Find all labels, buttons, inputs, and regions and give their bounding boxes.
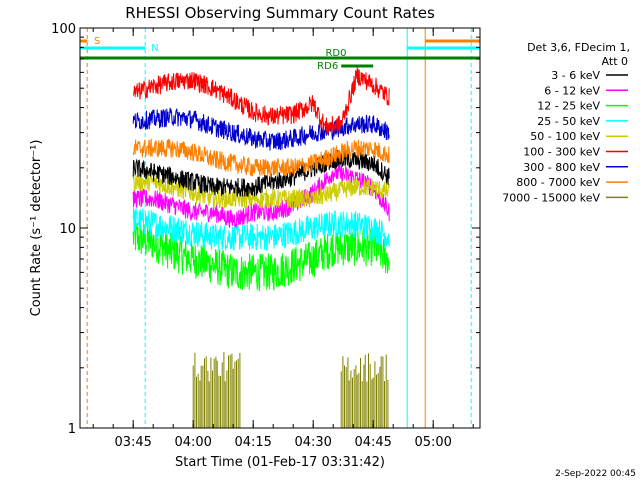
footer-date: 2-Sep-2022 00:45 [555,469,636,479]
flag-label-s: S [94,36,100,47]
legend-entry-label: 300 - 800 keV [523,161,600,174]
y-tick-label: 1 [68,422,76,437]
y-tick-label: 10 [59,222,76,237]
x-tick-label: 04:30 [294,435,331,450]
flag-bars: S N RD0 RD6 [80,36,480,72]
series-7-trace [132,138,390,178]
legend-entry-label: 50 - 100 keV [530,130,600,143]
flag-label-rd0: RD0 [325,48,346,59]
legend-entry-label: 25 - 50 keV [537,115,600,128]
x-tick-label: 04:00 [174,435,211,450]
series-2-trace [132,218,390,292]
series-3-trace [132,207,390,251]
legend-entry-label: 3 - 6 keV [551,69,600,82]
legend-entry-label: 100 - 300 keV [523,146,600,159]
x-tick-label: 05:00 [414,435,451,450]
y-tick-label: 100 [51,22,76,37]
series-5-trace [132,67,390,134]
flag-label-rd6: RD6 [317,61,338,72]
legend-header-line-2: Att 0 [602,55,628,68]
flag-label-n: N [151,43,158,54]
x-axis-label: Start Time (01-Feb-17 03:31:42) [175,455,385,470]
x-tick-label: 04:15 [234,435,271,450]
legend-entry-label: 800 - 7000 keV [516,176,600,189]
legend-header-line-1: Det 3,6, FDecim 1, [527,41,630,54]
chart-title: RHESSI Observing Summary Count Rates [125,4,435,22]
legend: Det 3,6, FDecim 1,Att 03 - 6 keV 6 - 12 k… [502,41,630,204]
y-axis-label: Count Rate (s⁻¹ detector⁻¹) [29,140,44,317]
series-traces [132,67,390,428]
legend-entry-label: 7000 - 15000 keV [502,191,600,204]
series-6-trace [132,107,390,151]
x-tick-label: 03:45 [114,435,151,450]
axes: 1 10 100 03:45 04:00 04:15 04:30 04:45 05:00 [51,22,480,450]
series-1-trace [132,163,390,228]
x-tick-label: 04:45 [354,435,391,450]
legend-entry-label: 12 - 25 keV [537,100,600,113]
legend-entry-label: 6 - 12 keV [544,84,600,97]
